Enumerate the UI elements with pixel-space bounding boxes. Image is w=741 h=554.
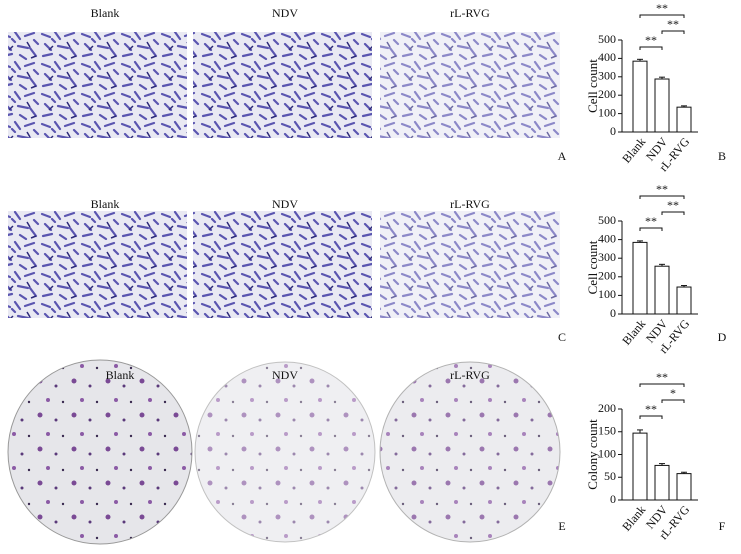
x-tick-label: Blank [619, 503, 648, 534]
bar [676, 286, 692, 315]
significance-bracket [661, 211, 685, 215]
panel-label: F [719, 519, 726, 533]
image-label: rL-RVG [450, 6, 490, 20]
image-label: NDV [272, 6, 298, 20]
y-tick-label: 400 [598, 231, 616, 245]
bar [676, 106, 692, 133]
micrograph [380, 211, 560, 318]
significance-bracket [639, 383, 685, 387]
significance-label: * [670, 386, 676, 400]
bar [632, 60, 648, 133]
significance-bracket [639, 195, 685, 199]
y-tick-label: 200 [598, 87, 616, 101]
micrograph [193, 211, 372, 318]
panel-label: C [558, 330, 566, 344]
image-label: Blank [91, 6, 120, 20]
image-label: NDV [272, 368, 298, 382]
image-label: rL-RVG [450, 368, 490, 382]
y-tick-label: 100 [598, 287, 616, 301]
colony-plate [7, 359, 193, 545]
y-tick-label: 200 [598, 269, 616, 283]
panel-label: B [718, 149, 726, 163]
bar [632, 432, 648, 501]
y-axis-label: Cell count [585, 59, 600, 113]
panel-label: D [718, 330, 727, 344]
significance-label: ** [667, 198, 679, 212]
micrograph [193, 32, 372, 138]
significance-label: ** [645, 33, 657, 47]
bar [654, 78, 670, 133]
significance-label: ** [656, 182, 668, 196]
bar [654, 464, 670, 501]
y-tick-label: 150 [598, 424, 616, 438]
y-axis-label: Colony count [585, 419, 600, 490]
significance-label: ** [656, 1, 668, 15]
y-tick-label: 300 [598, 69, 616, 83]
significance-bracket [639, 14, 685, 18]
significance-bracket [639, 227, 663, 231]
y-axis-label: Cell count [585, 240, 600, 294]
significance-bracket [639, 415, 663, 419]
y-tick-label: 500 [598, 32, 616, 46]
significance-label: ** [656, 370, 668, 384]
y-tick-label: 500 [598, 213, 616, 227]
y-tick-label: 200 [598, 401, 616, 415]
significance-label: ** [667, 17, 679, 31]
colony-plate [379, 361, 561, 543]
micrograph [8, 32, 187, 138]
y-tick-label: 400 [598, 50, 616, 64]
y-tick-label: 0 [610, 124, 616, 138]
bar [654, 265, 670, 315]
panel-label: E [558, 519, 565, 533]
y-tick-label: 0 [610, 492, 616, 506]
image-label: Blank [106, 368, 135, 382]
y-tick-label: 100 [598, 446, 616, 460]
bar [632, 241, 648, 315]
panel-label: A [558, 149, 567, 163]
image-label: rL-RVG [450, 197, 490, 211]
x-tick-label: Blank [619, 317, 648, 348]
significance-label: ** [645, 402, 657, 416]
y-tick-label: 300 [598, 250, 616, 264]
y-tick-label: 50 [604, 469, 616, 483]
significance-bracket [661, 30, 685, 34]
significance-label: ** [645, 214, 657, 228]
y-tick-label: 100 [598, 105, 616, 119]
y-tick-label: 0 [610, 306, 616, 320]
micrographs [7, 32, 561, 545]
x-tick-label: Blank [619, 135, 648, 166]
image-label: Blank [91, 197, 120, 211]
colony-plate [194, 361, 376, 543]
micrograph [8, 211, 187, 318]
significance-bracket [661, 399, 685, 403]
micrograph [380, 32, 560, 138]
significance-bracket [639, 46, 663, 50]
image-label: NDV [272, 197, 298, 211]
bar [676, 473, 692, 501]
